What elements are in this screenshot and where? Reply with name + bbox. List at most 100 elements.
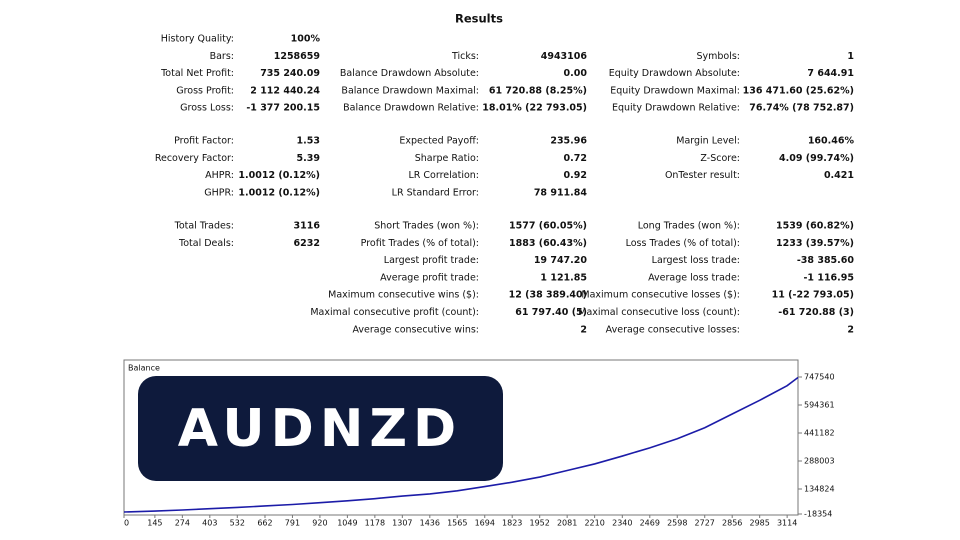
field-label: Short Trades (won %): [374, 221, 479, 232]
field-label: Average consecutive wins: [352, 324, 479, 335]
x-tick-label: 2469 [640, 519, 660, 528]
y-tick-label: 747540 [804, 373, 835, 382]
field-label: Z-Score: [700, 153, 740, 164]
field-label: OnTester result: [665, 170, 740, 181]
field-value: 100% [291, 34, 321, 45]
field-label: Long Trades (won %): [638, 221, 740, 232]
x-tick-label: 2985 [749, 519, 769, 528]
x-tick-label: 1049 [337, 519, 357, 528]
field-value: 4943106 [541, 51, 588, 62]
field-label: Equity Drawdown Relative: [612, 103, 740, 114]
x-tick-label: 2598 [667, 519, 687, 528]
field-label: Balance Drawdown Absolute: [340, 68, 479, 79]
field-label: Average profit trade: [380, 272, 479, 283]
field-value: 1.0012 (0.12%) [238, 170, 320, 181]
x-tick-label: 145 [147, 519, 162, 528]
field-value: 235.96 [550, 136, 587, 147]
field-value: 1.53 [297, 136, 320, 147]
field-label: Average loss trade: [648, 272, 740, 283]
field-label: Maximal consecutive loss (count): [578, 307, 740, 318]
field-value: 11 (-22 793.05) [772, 290, 854, 301]
x-tick-label: 1565 [447, 519, 467, 528]
field-value: 4.09 (99.74%) [779, 153, 854, 164]
field-label: Total Deals: [178, 238, 234, 249]
field-value: 1883 (60.43%) [509, 238, 587, 249]
y-tick-label: -18354 [804, 510, 832, 519]
field-label: Maximum consecutive losses ($): [581, 290, 740, 301]
field-value: 12 (38 389.40) [509, 290, 587, 301]
x-tick-label: 662 [257, 519, 272, 528]
field-label: Equity Drawdown Maximal: [610, 85, 740, 96]
x-tick-label: 2727 [695, 519, 715, 528]
x-tick-label: 0 [124, 519, 129, 528]
field-value: 0.72 [564, 153, 587, 164]
x-tick-label: 532 [230, 519, 245, 528]
field-value: 5.39 [297, 153, 320, 164]
field-value: 7 644.91 [807, 68, 854, 79]
legend-label: Balance [128, 364, 160, 373]
x-tick-label: 3114 [777, 519, 797, 528]
field-value: -1 377 200.15 [246, 103, 320, 114]
field-value: 3116 [294, 221, 321, 232]
field-value: -1 116.95 [803, 272, 854, 283]
field-label: Total Trades: [174, 221, 234, 232]
field-label: Profit Trades (% of total): [361, 238, 479, 249]
field-value: 1233 (39.57%) [776, 238, 854, 249]
field-value: 1.0012 (0.12%) [238, 187, 320, 198]
field-value: 61 797.40 (5) [515, 307, 587, 318]
field-value: 0.421 [824, 170, 854, 181]
x-tick-label: 2210 [584, 519, 604, 528]
field-label: Balance Drawdown Maximal: [341, 85, 479, 96]
field-label: Largest profit trade: [384, 255, 479, 266]
field-label: LR Standard Error: [392, 187, 479, 198]
results-title: Results [455, 12, 503, 26]
y-tick-label: 594361 [804, 401, 835, 410]
field-value: 1577 (60.05%) [509, 221, 587, 232]
badge-text: AUDNZD [178, 399, 462, 459]
field-label: Symbols: [696, 51, 740, 62]
field-label: Expected Payoff: [399, 136, 479, 147]
field-value: 1 121.85 [540, 272, 587, 283]
field-value: 2 112 440.24 [250, 85, 320, 96]
field-label: Profit Factor: [174, 136, 234, 147]
symbol-badge [138, 376, 503, 481]
x-tick-label: 1823 [502, 519, 522, 528]
field-value: 2 [580, 324, 587, 335]
field-label: Sharpe Ratio: [415, 153, 479, 164]
x-tick-label: 2081 [557, 519, 577, 528]
x-tick-label: 1307 [392, 519, 412, 528]
field-value: 61 720.88 (8.25%) [489, 85, 587, 96]
x-tick-label: 1952 [530, 519, 550, 528]
field-label: Total Net Profit: [160, 68, 234, 79]
x-tick-label: 2340 [612, 519, 632, 528]
field-value: 1539 (60.82%) [776, 221, 854, 232]
field-value: 19 747.20 [534, 255, 588, 266]
field-value: 2 [847, 324, 854, 335]
field-value: 0.92 [564, 170, 587, 181]
field-label: GHPR: [204, 187, 234, 198]
balance-line [123, 376, 799, 513]
field-label: Margin Level: [676, 136, 740, 147]
field-label: Ticks: [451, 51, 479, 62]
field-value: 76.74% (78 752.87) [749, 103, 854, 114]
field-label: Maximum consecutive wins ($): [328, 290, 479, 301]
field-value: 1 [847, 51, 854, 62]
field-label: Largest loss trade: [652, 255, 740, 266]
field-value: 735 240.09 [260, 68, 320, 79]
field-value: 6232 [294, 238, 320, 249]
field-label: Average consecutive losses: [606, 324, 740, 335]
field-value: 1258659 [274, 51, 320, 62]
x-tick-label: 403 [202, 519, 217, 528]
field-value: -61 720.88 (3) [778, 307, 854, 318]
field-value: 160.46% [808, 136, 855, 147]
x-tick-label: 1694 [475, 519, 495, 528]
y-tick-label: 134824 [804, 485, 835, 494]
field-label: AHPR: [205, 170, 234, 181]
y-tick-label: 288003 [804, 457, 835, 466]
x-tick-label: 791 [285, 519, 300, 528]
x-tick-label: 1436 [420, 519, 440, 528]
field-value: 136 471.60 (25.62%) [743, 85, 854, 96]
x-tick-label: 1178 [365, 519, 385, 528]
